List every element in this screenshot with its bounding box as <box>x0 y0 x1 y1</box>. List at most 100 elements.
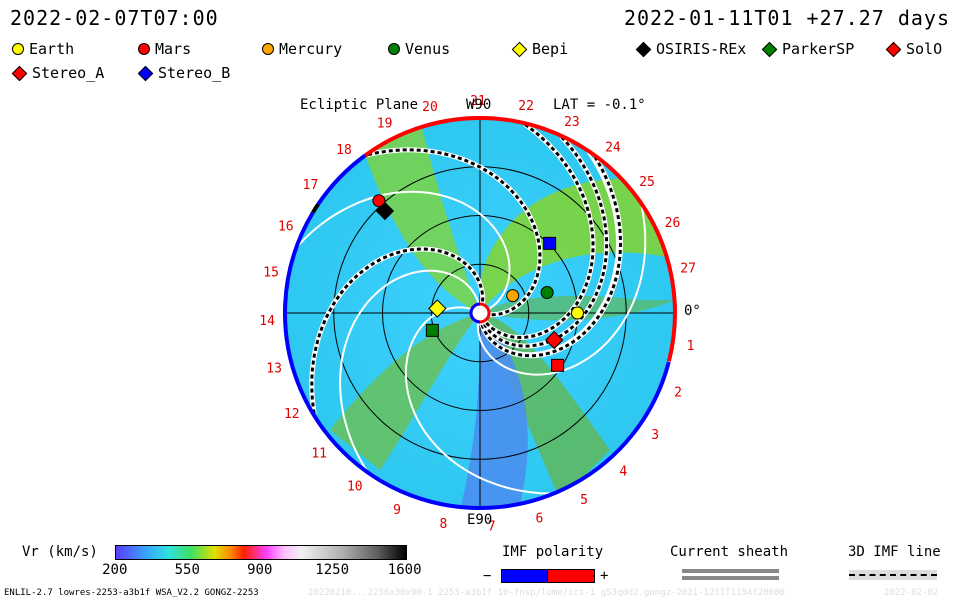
carrington-label: 5 <box>580 493 588 508</box>
model-start-time: 2022-01-11T01 +27.27 days <box>623 6 950 30</box>
carrington-label: 17 <box>303 178 319 193</box>
body-solo <box>545 330 564 350</box>
carrington-label: 8 <box>439 517 447 532</box>
polarity-positive-swatch <box>547 569 595 583</box>
footer-date: 2022-02-02 <box>884 588 939 598</box>
legend-item-mars: Mars <box>138 40 191 58</box>
body-mercury <box>506 289 520 303</box>
circle-marker-icon <box>138 43 150 55</box>
carrington-label: 11 <box>311 447 327 462</box>
e90-label: E90 <box>467 512 493 528</box>
stream-green-sw <box>330 313 480 470</box>
legend-label: Venus <box>405 40 451 58</box>
legend-item-solo: SolO <box>885 40 943 58</box>
body-venus <box>540 285 554 299</box>
current-sheath-label: Current sheath <box>670 544 789 560</box>
footer-model-info: ENLIL-2.7 lowres-2253-a3b1f WSA_V2.2 GON… <box>4 588 259 598</box>
carrington-label: 12 <box>284 407 300 422</box>
carrington-label: 1 <box>687 339 695 354</box>
carrington-label: 9 <box>393 503 401 518</box>
legend-label: Mars <box>155 40 192 58</box>
circle-marker-icon <box>12 43 24 55</box>
legend-label: SolO <box>906 40 943 58</box>
carrington-label: 6 <box>535 512 543 527</box>
current-sheath-line-top <box>682 569 779 573</box>
legend-item-mercury: Mercury <box>262 40 342 58</box>
polarity-ring-arc <box>311 203 320 214</box>
carrington-label: 20 <box>422 100 438 115</box>
legend-label: Stereo_B <box>158 64 231 82</box>
imf-spiral-line <box>310 247 485 414</box>
carrington-label: 14 <box>259 314 275 329</box>
carrington-label: 22 <box>518 99 534 114</box>
sun-polarity-arc <box>469 302 481 324</box>
polarity-ring-arc <box>364 116 677 362</box>
colorbar-label: Vr (km/s) <box>22 544 98 560</box>
carrington-label: 3 <box>651 428 659 443</box>
imf-polarity-label: IMF polarity <box>502 544 604 560</box>
stream-green-n <box>360 120 480 313</box>
imf-spiral-line <box>481 122 595 340</box>
legend-label: Bepi <box>532 40 569 58</box>
carrington-label: 23 <box>564 115 580 130</box>
carrington-label: 25 <box>639 175 655 190</box>
polarity-ring-arc <box>316 153 367 206</box>
carrington-label: 2 <box>674 386 682 401</box>
plot-title: Ecliptic Plane <box>300 97 419 113</box>
footer-run-info: 20220210...2256x30x90-1 2253-a3b1f 10-fn… <box>308 588 785 598</box>
legend-item-stereo-b: Stereo_B <box>137 64 231 82</box>
polarity-ring-arc <box>570 361 671 488</box>
carrington-label: 24 <box>605 141 621 156</box>
w90-label: W90 <box>466 97 492 113</box>
imf-spiral-line <box>367 148 542 317</box>
legend-item-osiris-rex: OSIRIS-REx <box>635 40 747 58</box>
imf-line-swatch <box>849 574 937 576</box>
colorbar-tick: 200 <box>102 562 128 578</box>
circle-marker-icon <box>388 43 400 55</box>
imf-spiral-line <box>480 135 609 348</box>
body-stereo-a <box>551 358 565 372</box>
carrington-label: 27 <box>680 262 696 277</box>
colorbar-tick: 550 <box>174 562 200 578</box>
body-earth <box>571 306 584 320</box>
imf-polarity-plus: + <box>600 568 609 584</box>
colorbar-tick: 1600 <box>387 562 422 578</box>
body-mars <box>372 194 386 208</box>
latitude-label: LAT = -0.1° <box>553 97 646 113</box>
body-stereo-b <box>543 236 557 250</box>
legend-item-venus: Venus <box>388 40 450 58</box>
imf-spiral-line <box>339 269 481 471</box>
carrington-label: 13 <box>266 362 282 377</box>
carrington-label: 4 <box>619 465 627 480</box>
legend-item-earth: Earth <box>12 40 74 58</box>
carrington-label: 21 <box>470 94 486 109</box>
legend-label: Mercury <box>279 40 343 58</box>
circle-marker-icon <box>262 43 274 55</box>
legend-label: Earth <box>29 40 75 58</box>
colorbar-tick: 1250 <box>315 562 350 578</box>
carrington-label: 10 <box>347 479 363 494</box>
legend-label: OSIRIS-REx <box>656 40 747 58</box>
speed-colorbar <box>115 545 407 560</box>
body-osiris-rex <box>375 201 395 221</box>
carrington-label: 15 <box>263 266 279 281</box>
legend-label: ParkerSP <box>782 40 855 58</box>
legend-item-stereo-a: Stereo_A <box>11 64 105 82</box>
stream-green-se <box>480 313 610 500</box>
legend-item-bepi: Bepi <box>511 40 569 58</box>
body-bepi <box>428 299 447 318</box>
legend-item-parkersp: ParkerSP <box>761 40 855 58</box>
carrington-label: 7 <box>488 520 496 535</box>
legend-label: Stereo_A <box>32 64 105 82</box>
imf-lines <box>297 122 647 495</box>
imf-spiral-line <box>478 155 623 358</box>
stream-blue-s <box>460 313 528 508</box>
imf-polarity-minus: − <box>483 568 492 584</box>
carrington-label: 26 <box>665 216 681 231</box>
simulation-time: 2022-02-07T07:00 <box>10 6 219 30</box>
polarity-ring <box>283 116 677 510</box>
zero-deg-label: 0° <box>684 303 701 319</box>
imf-line-label: 3D IMF line <box>848 544 941 560</box>
carrington-label: 19 <box>377 117 393 132</box>
